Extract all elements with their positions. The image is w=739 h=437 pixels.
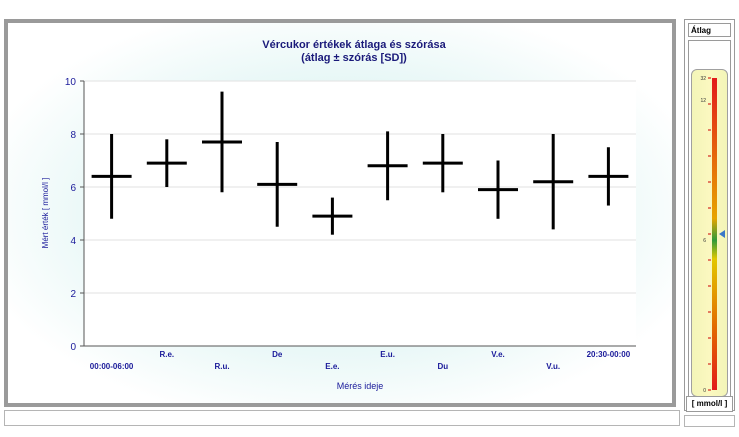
y-axis-label: Mért érték [ mmol/l ] bbox=[41, 178, 50, 249]
error-bar-7 bbox=[478, 160, 518, 219]
chart-subtitle: (átlag ± szórás [SD]) bbox=[301, 52, 407, 64]
x-tick-label: R.u. bbox=[214, 362, 229, 371]
gauge-frame: 32 12 6 0 bbox=[688, 40, 731, 404]
x-tick-label: 00:00-06:00 bbox=[90, 362, 134, 371]
gauge: 32 12 6 0 bbox=[691, 69, 728, 397]
chart-title: Vércukor értékek átlaga és szórása bbox=[262, 39, 446, 51]
x-tick-label: 20:30-00:00 bbox=[587, 350, 631, 359]
x-tick-label: V.u. bbox=[546, 362, 560, 371]
x-tick-label: E.e. bbox=[325, 362, 339, 371]
error-bar-6 bbox=[422, 134, 463, 193]
bottom-strip bbox=[4, 410, 680, 426]
error-bars bbox=[91, 91, 629, 235]
x-tick-label: V.e. bbox=[491, 350, 505, 359]
x-tick-label: Du bbox=[437, 362, 448, 371]
error-bar-5 bbox=[367, 131, 408, 201]
gauge-tick-label: 32 bbox=[700, 76, 706, 82]
y-tick-label: 6 bbox=[70, 183, 76, 194]
error-bar-3 bbox=[257, 141, 298, 227]
x-tick-label: R.e. bbox=[159, 350, 174, 359]
error-bar-8 bbox=[533, 134, 574, 230]
error-bar-0 bbox=[91, 134, 132, 219]
x-ticks: 00:00-06:00 R.e. R.u. De E.e. E.u. Du V.e. V.u. 2… bbox=[90, 350, 631, 371]
gauge-tick-label: 12 bbox=[700, 98, 706, 104]
unit-label: [ mmol/l ] bbox=[686, 396, 733, 412]
y-tick-label: 2 bbox=[70, 289, 76, 300]
y-tick-label: 4 bbox=[70, 236, 76, 247]
gauge-tick-label: 0 bbox=[703, 388, 706, 394]
side-panel: Átlag 32 12 6 0 bbox=[684, 19, 735, 411]
gauge-svg: 32 12 6 0 bbox=[700, 76, 725, 394]
error-bar-9 bbox=[588, 147, 629, 206]
y-ticks: 0 2 4 6 8 10 bbox=[65, 77, 84, 353]
gauge-marker-icon bbox=[719, 230, 725, 238]
x-tick-label: E.u. bbox=[380, 350, 395, 359]
error-bar-4 bbox=[312, 197, 353, 235]
error-bar-2 bbox=[202, 91, 242, 193]
y-tick-label: 10 bbox=[65, 77, 77, 88]
gauge-tick-label: 6 bbox=[703, 238, 706, 244]
y-tick-label: 0 bbox=[70, 342, 76, 353]
x-axis-label: Mérés ideje bbox=[337, 381, 384, 391]
chart-frame: Vércukor értékek átlaga és szórása (átla… bbox=[4, 19, 676, 407]
plot-area bbox=[84, 81, 636, 346]
grid-layer bbox=[84, 80, 636, 294]
gauge-bar bbox=[712, 78, 717, 390]
unit-strip bbox=[684, 415, 735, 427]
y-tick-label: 8 bbox=[70, 130, 76, 141]
chart-svg: Vércukor értékek átlaga és szórása (átla… bbox=[41, 39, 636, 391]
x-tick-label: De bbox=[272, 350, 283, 359]
side-panel-title: Átlag bbox=[688, 23, 731, 37]
error-bar-1 bbox=[146, 139, 187, 187]
